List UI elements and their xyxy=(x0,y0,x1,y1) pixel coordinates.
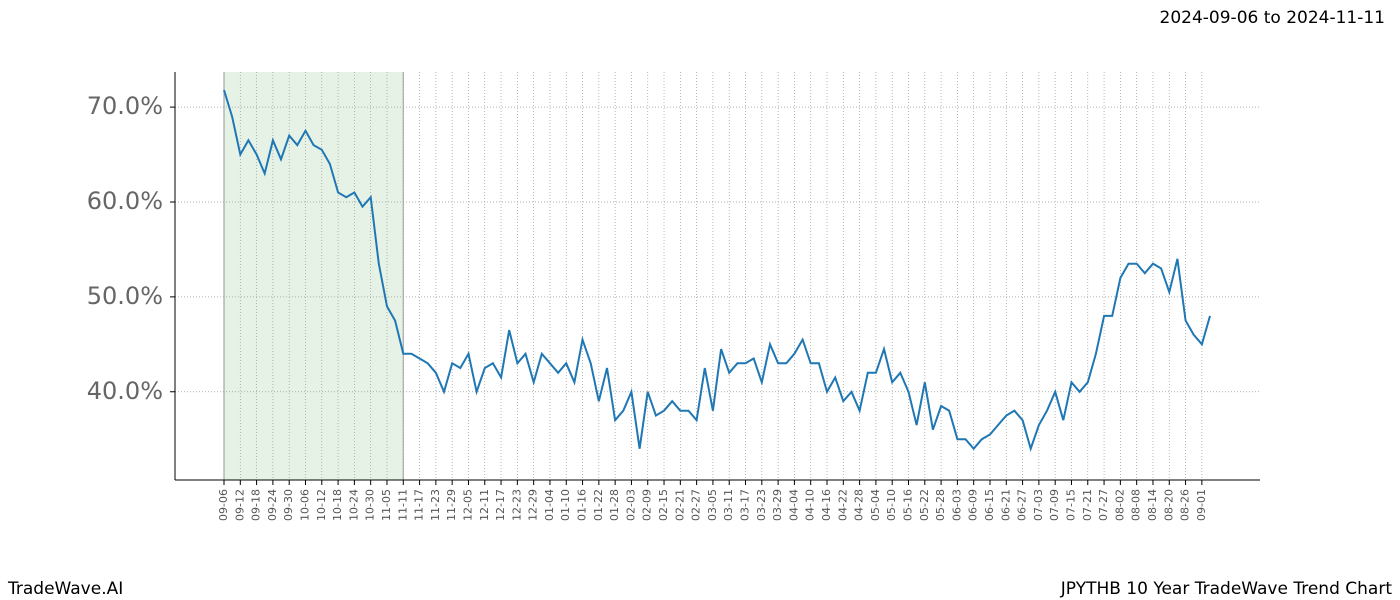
y-tick-label: 40.0% xyxy=(87,377,163,405)
x-tick-label: 01-04 xyxy=(543,489,556,521)
x-tick-label: 02-21 xyxy=(673,489,686,521)
x-tick-label: 02-09 xyxy=(641,489,654,521)
x-tick-label: 09-12 xyxy=(233,489,246,521)
x-tick-label: 03-29 xyxy=(771,489,784,521)
y-tick-label: 70.0% xyxy=(87,92,163,120)
x-tick-label: 04-16 xyxy=(820,489,833,521)
x-tick-label: 08-14 xyxy=(1146,489,1159,521)
x-tick-label: 10-30 xyxy=(364,489,377,521)
y-tick-label: 60.0% xyxy=(87,187,163,215)
x-tick-label: 08-08 xyxy=(1130,489,1143,521)
x-tick-label: 02-27 xyxy=(690,489,703,521)
data-line xyxy=(223,89,1211,453)
x-tick-label: 08-02 xyxy=(1113,489,1126,521)
x-tick-label: 03-23 xyxy=(755,489,768,521)
y-tick-label: 50.0% xyxy=(87,282,163,310)
x-tick-label: 04-22 xyxy=(836,489,849,521)
x-tick-label: 05-10 xyxy=(885,489,898,521)
x-tick-label: 05-22 xyxy=(918,489,931,521)
x-tick-label: 11-05 xyxy=(380,489,393,521)
x-tick-label: 02-15 xyxy=(657,489,670,521)
x-tick-label: 01-28 xyxy=(608,489,621,521)
x-tick-label: 01-22 xyxy=(592,489,605,521)
x-tick-label: 07-15 xyxy=(1064,489,1077,521)
chart-title: JPYTHB 10 Year TradeWave Trend Chart xyxy=(1060,579,1393,599)
x-tick-label: 03-17 xyxy=(739,489,752,521)
x-tick-label: 08-20 xyxy=(1162,489,1175,521)
x-tick-label: 09-06 xyxy=(217,489,230,521)
x-tick-label: 06-15 xyxy=(983,489,996,521)
highlight-band xyxy=(224,72,404,480)
x-tick-label: 11-29 xyxy=(445,489,458,521)
x-tick-label: 12-23 xyxy=(510,489,523,521)
x-tick-label: 09-24 xyxy=(266,489,279,521)
x-tick-label: 01-16 xyxy=(576,489,589,521)
x-tick-label: 07-03 xyxy=(1032,489,1045,521)
x-tick-label: 11-23 xyxy=(429,489,442,521)
x-tick-label: 05-16 xyxy=(901,489,914,521)
x-tick-label: 06-03 xyxy=(950,489,963,521)
x-tick-label: 09-30 xyxy=(282,489,295,521)
x-tick-label: 02-03 xyxy=(624,489,637,521)
x-tick-label: 08-26 xyxy=(1179,489,1192,521)
x-tick-label: 04-04 xyxy=(787,489,800,521)
x-tick-label: 12-29 xyxy=(527,489,540,521)
x-tick-label: 07-27 xyxy=(1097,489,1110,521)
x-tick-label: 10-24 xyxy=(347,489,360,521)
x-tick-label: 06-21 xyxy=(999,489,1012,521)
chart-subtitle: 2024-09-06 to 2024-11-11 xyxy=(1160,8,1385,28)
x-tick-label: 07-09 xyxy=(1048,489,1061,521)
x-tick-label: 01-10 xyxy=(559,489,572,521)
x-tick-label: 04-10 xyxy=(804,489,817,521)
x-tick-label: 03-11 xyxy=(722,489,735,521)
chart-source: TradeWave.AI xyxy=(7,579,123,599)
x-tick-label: 10-12 xyxy=(315,489,328,521)
x-tick-label: 11-11 xyxy=(396,489,409,521)
x-tick-label: 12-17 xyxy=(494,489,507,521)
x-tick-label: 12-05 xyxy=(461,489,474,521)
x-tick-label: 11-17 xyxy=(413,489,426,521)
x-tick-label: 12-11 xyxy=(478,489,491,521)
x-tick-label: 03-05 xyxy=(706,489,719,521)
x-tick-label: 10-06 xyxy=(298,489,311,521)
x-tick-label: 09-18 xyxy=(250,489,263,521)
x-tick-label: 07-21 xyxy=(1081,489,1094,521)
x-tick-label: 04-28 xyxy=(853,489,866,521)
x-tick-label: 09-01 xyxy=(1195,489,1208,521)
x-tick-label: 06-27 xyxy=(1016,489,1029,521)
x-tick-label: 10-18 xyxy=(331,489,344,521)
x-tick-label: 06-09 xyxy=(967,489,980,521)
x-tick-label: 05-28 xyxy=(934,489,947,521)
x-tick-label: 05-04 xyxy=(869,489,882,521)
